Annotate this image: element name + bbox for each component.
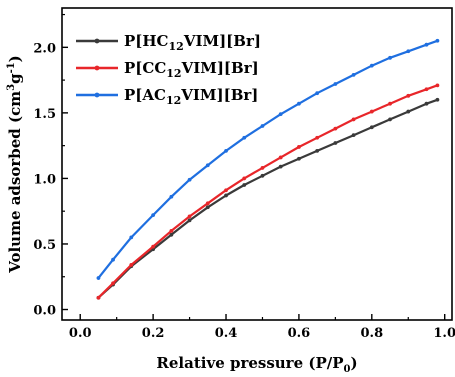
plot-frame <box>61 7 453 321</box>
y-tick-label: 1.0 <box>33 172 56 187</box>
series-line-2 <box>97 84 438 299</box>
data-point <box>406 93 411 98</box>
data-point <box>278 155 283 160</box>
x-tick-label: 0.4 <box>215 326 238 341</box>
y-axis-title-mid: g <box>6 73 24 84</box>
data-point <box>315 148 320 153</box>
data-point <box>351 133 356 138</box>
y-axis-title-sup2: -1 <box>6 62 17 73</box>
y-tick-label: 1.5 <box>33 107 56 122</box>
y-tick-label: 0.5 <box>33 238 56 253</box>
legend-marker <box>94 38 100 44</box>
x-axis-title: Relative pressure (P/P0) <box>156 354 357 375</box>
data-point <box>187 218 192 223</box>
data-point <box>297 101 301 106</box>
data-point <box>435 97 440 102</box>
data-point <box>435 38 440 43</box>
x-tick-label: 0.2 <box>142 326 165 341</box>
legend: P[HC12VIM][Br] P[CC12VIM][Br] P[AC12VIM][B… <box>76 32 261 107</box>
legend-marker <box>94 65 100 71</box>
data-point <box>224 188 228 193</box>
y-tick-label: 0.0 <box>33 304 56 319</box>
data-point <box>242 135 247 140</box>
data-point <box>169 194 174 199</box>
y-tick-label: 2.0 <box>33 41 56 56</box>
series-line-1 <box>97 98 438 299</box>
data-point <box>260 166 265 170</box>
data-point <box>278 112 283 117</box>
data-point <box>424 87 429 92</box>
x-tick-label: 0.6 <box>288 326 311 341</box>
data-point <box>111 257 115 262</box>
data-point <box>388 55 392 60</box>
data-point <box>205 201 210 206</box>
data-point <box>333 141 338 145</box>
data-point <box>297 156 301 161</box>
data-point <box>424 42 429 47</box>
legend-label: P[CC12VIM][Br] <box>124 59 259 80</box>
x-tick-label: 0.0 <box>69 326 92 341</box>
data-point <box>187 214 192 219</box>
data-point <box>260 173 265 178</box>
data-point <box>278 164 283 169</box>
data-point <box>242 176 247 181</box>
legend-marker <box>94 92 100 98</box>
data-point <box>129 263 134 267</box>
series-line-3 <box>97 39 438 279</box>
data-point <box>388 101 392 106</box>
data-point <box>224 193 228 198</box>
data-point <box>205 163 210 168</box>
data-point <box>96 276 101 280</box>
x-axis-title-sub: 0 <box>344 364 351 375</box>
data-point <box>169 228 174 233</box>
data-point <box>151 244 156 249</box>
data-point <box>260 124 265 128</box>
data-point <box>406 49 411 54</box>
data-point <box>388 117 392 122</box>
data-point <box>129 235 134 240</box>
y-axis-title-main: Volume adsorbed (cm <box>6 91 24 274</box>
data-point <box>424 101 429 106</box>
data-point <box>406 109 411 114</box>
data-point <box>435 83 440 88</box>
data-point <box>242 183 247 187</box>
y-axis-title-close: ) <box>6 55 24 62</box>
data-point <box>369 125 374 130</box>
data-point <box>315 135 320 140</box>
y-axis-ticks: 0.0 0.5 1.0 1.5 2.0 <box>33 13 68 319</box>
data-point <box>111 281 115 286</box>
data-point <box>351 72 356 77</box>
x-tick-label: 1.0 <box>433 326 455 341</box>
x-axis-title-main: Relative pressure (P/P <box>156 354 343 372</box>
data-point <box>333 82 338 86</box>
y-axis-title: Volume adsorbed (cm3g-1) <box>6 55 24 274</box>
data-point <box>369 109 374 114</box>
data-point <box>297 145 301 149</box>
data-point <box>315 91 320 96</box>
data-point <box>205 205 210 210</box>
legend-label: P[AC12VIM][Br] <box>124 86 258 107</box>
data-point <box>187 177 192 182</box>
x-axis-title-close: ) <box>350 354 357 372</box>
series-layer <box>96 38 440 300</box>
data-point <box>351 117 356 122</box>
legend-label: P[HC12VIM][Br] <box>124 32 261 53</box>
data-point <box>369 63 374 68</box>
data-point <box>169 232 174 237</box>
data-point <box>224 148 228 153</box>
x-tick-label: 0.8 <box>361 326 384 341</box>
x-axis-ticks: 0.0 0.2 0.4 0.6 0.8 1.0 <box>69 314 455 341</box>
data-point <box>96 295 101 300</box>
data-point <box>333 126 338 131</box>
data-point <box>151 213 156 218</box>
y-axis-title-sup1: 3 <box>6 84 17 91</box>
